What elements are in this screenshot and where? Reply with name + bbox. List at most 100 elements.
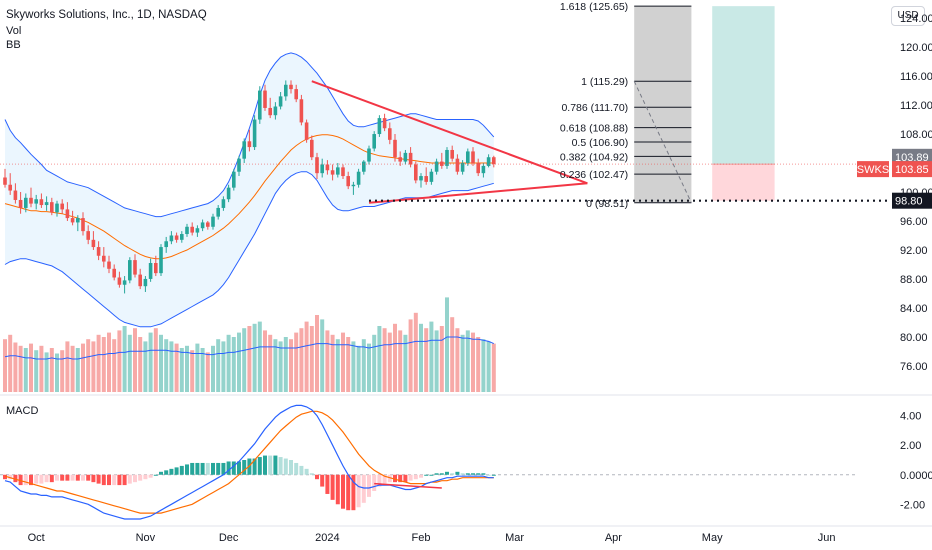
volume-bar bbox=[159, 334, 163, 392]
currency-button[interactable]: USD bbox=[891, 6, 925, 26]
candle-body bbox=[50, 202, 54, 213]
macd-histogram-bar bbox=[476, 473, 481, 475]
candle-body bbox=[424, 176, 428, 182]
volume-bar bbox=[361, 339, 366, 392]
volume-bar bbox=[60, 350, 65, 392]
price-tick-label: 112.00 bbox=[900, 100, 932, 112]
macd-histogram-bar bbox=[179, 465, 184, 475]
candle-body bbox=[408, 152, 413, 165]
macd-histogram-bar bbox=[372, 474, 377, 491]
candle-body bbox=[44, 202, 49, 206]
candle-body bbox=[315, 157, 319, 174]
candle-body bbox=[148, 263, 153, 279]
candle-body bbox=[445, 149, 449, 166]
volume-bar bbox=[273, 339, 278, 392]
volume-bar bbox=[346, 337, 351, 392]
bollinger-legend[interactable]: BB bbox=[6, 39, 21, 51]
macd-histogram-bar bbox=[429, 474, 434, 476]
volume-legend[interactable]: Vol bbox=[6, 25, 22, 37]
volume-bar bbox=[70, 345, 75, 392]
volume-bar bbox=[242, 328, 247, 392]
bollinger-upper-line bbox=[4, 52, 495, 218]
time-tick-label: Feb bbox=[412, 532, 431, 544]
fibonacci-level-label: 1.618 (125.65) bbox=[560, 1, 628, 13]
volume-bar bbox=[221, 341, 226, 392]
bollinger-lower-line bbox=[4, 171, 494, 328]
volume-bar bbox=[81, 343, 85, 392]
volume-bar bbox=[445, 297, 449, 392]
time-tick-label: Apr bbox=[605, 532, 622, 544]
macd-histogram-bar bbox=[60, 474, 65, 481]
macd-histogram-bar bbox=[231, 461, 236, 475]
macd-histogram-bar bbox=[325, 474, 330, 494]
volume-bar bbox=[320, 319, 325, 392]
candle-body bbox=[455, 158, 460, 172]
volume-bar bbox=[341, 332, 345, 392]
candle-body bbox=[86, 231, 90, 240]
macd-histogram-bar bbox=[315, 474, 319, 480]
candle-body bbox=[263, 90, 267, 108]
macd-tick-label: 2.00 bbox=[900, 440, 921, 452]
macd-histogram-bar bbox=[205, 462, 210, 475]
volume-bar bbox=[278, 341, 283, 392]
macd-histogram-bar bbox=[8, 474, 13, 480]
candle-body bbox=[476, 163, 480, 174]
candle-body bbox=[221, 199, 226, 208]
triangle-lower-line bbox=[368, 182, 588, 204]
macd-histogram-bar bbox=[424, 474, 429, 476]
candle-body bbox=[325, 164, 330, 171]
volume-bar bbox=[49, 348, 54, 392]
macd-tick-label: 0.0000 bbox=[900, 470, 932, 482]
volume-bar bbox=[205, 352, 210, 392]
candle-body bbox=[226, 187, 231, 200]
macd-histogram-bar bbox=[460, 473, 465, 475]
macd-histogram-bar bbox=[138, 474, 143, 481]
candle-body bbox=[169, 235, 174, 242]
volume-bar bbox=[351, 341, 356, 392]
volume-bar bbox=[486, 341, 491, 392]
volume-bar bbox=[200, 348, 205, 392]
volume-bar bbox=[393, 323, 397, 392]
volume-bar bbox=[211, 345, 215, 392]
macd-histogram-bar bbox=[413, 474, 418, 480]
volume-bar bbox=[439, 326, 444, 392]
price-tick-label: 88.00 bbox=[900, 274, 928, 286]
macd-histogram-bar bbox=[23, 474, 28, 486]
candle-body bbox=[96, 247, 101, 256]
volume-bar bbox=[257, 321, 262, 392]
macd-histogram-bar bbox=[148, 474, 153, 478]
macd-histogram-bar bbox=[445, 471, 449, 475]
macd-legend[interactable]: MACD bbox=[6, 405, 39, 417]
bollinger-fill bbox=[5, 52, 494, 327]
volume-bar bbox=[299, 328, 304, 392]
candle-body bbox=[247, 141, 252, 148]
macd-histogram-bar bbox=[465, 473, 470, 475]
macd-histogram-bar bbox=[133, 474, 137, 483]
volume-bar bbox=[55, 353, 59, 392]
volume-bar bbox=[419, 323, 423, 392]
macd-histogram-bar bbox=[481, 473, 486, 475]
price-tick-label: 80.00 bbox=[900, 332, 928, 344]
macd-histogram-bar bbox=[75, 474, 80, 481]
macd-histogram-bar bbox=[81, 474, 85, 481]
volume-bar bbox=[450, 317, 455, 392]
volume-bar bbox=[231, 337, 236, 392]
macd-histogram-bar bbox=[304, 468, 309, 475]
symbol-label: SWKS bbox=[857, 164, 889, 176]
macd-tick-label: 4.00 bbox=[900, 411, 921, 423]
macd-histogram-bar bbox=[263, 455, 267, 475]
macd-histogram-bar bbox=[13, 474, 18, 483]
volume-bar bbox=[23, 348, 28, 392]
volume-bar bbox=[471, 332, 475, 392]
candle-body bbox=[258, 90, 262, 120]
candle-body bbox=[278, 96, 283, 107]
macd-histogram-bar bbox=[127, 474, 132, 484]
macd-trendline bbox=[374, 482, 442, 489]
signal-line bbox=[4, 410, 494, 514]
candle-body bbox=[393, 139, 397, 158]
volume-bar bbox=[424, 328, 429, 392]
macd-histogram-bar bbox=[408, 474, 413, 481]
candle-body bbox=[174, 235, 179, 240]
time-tick-label: Mar bbox=[505, 532, 524, 544]
